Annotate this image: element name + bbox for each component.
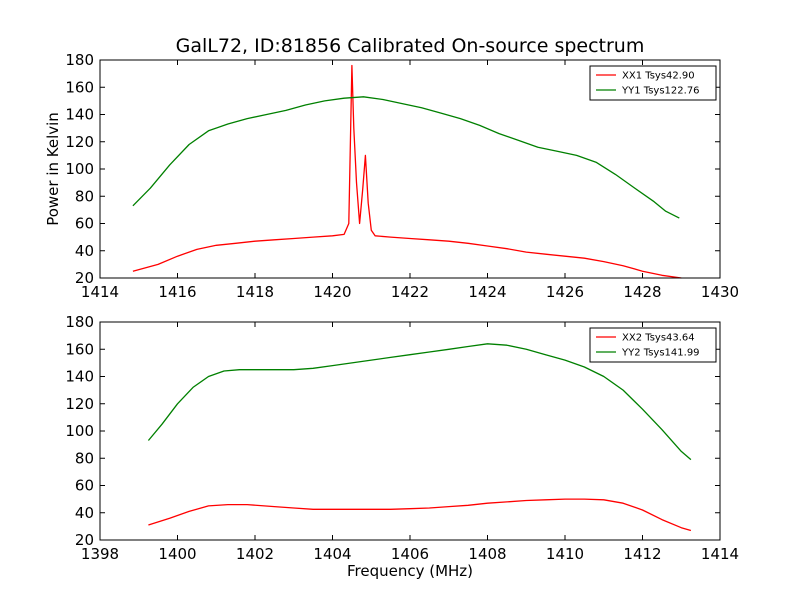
x-tick-label: 1414: [81, 283, 119, 301]
y-tick-label: 100: [65, 422, 94, 440]
x-tick-label: 1412: [623, 545, 661, 563]
y-axis-label: Power in Kelvin: [44, 112, 62, 226]
x-tick-label: 1424: [468, 283, 506, 301]
y-tick-label: 140: [65, 106, 94, 124]
y-tick-label: 180: [65, 51, 94, 69]
x-tick-label: 1404: [313, 545, 351, 563]
x-axis-label: Frequency (MHz): [347, 562, 473, 580]
y-tick-label: 120: [65, 395, 94, 413]
legend-label-1: XX1 Tsys42.90: [622, 71, 695, 82]
x-tick-label: 1428: [623, 283, 661, 301]
legend-box: [589, 327, 717, 363]
legend-label-2: YY2 Tsys141.99: [621, 348, 700, 359]
chart-title: GalL72, ID:81856 Calibrated On-source sp…: [176, 35, 645, 57]
x-tick-label: 1416: [158, 283, 196, 301]
series-line-1: [132, 64, 682, 279]
legend: XX1 Tsys42.90 YY1 Tsys122.76: [589, 65, 717, 101]
y-tick-label: 80: [75, 187, 94, 205]
y-tick-label: 40: [75, 242, 94, 260]
series-line-2: [147, 343, 692, 461]
y-tick-label: 60: [75, 477, 94, 495]
y-tick-label: 160: [65, 340, 94, 358]
x-tick-label: 1420: [313, 283, 351, 301]
y-tick-label: 60: [75, 215, 94, 233]
x-tick-label: 1418: [236, 283, 274, 301]
x-tick-label: 1398: [81, 545, 119, 563]
x-tick-label: 1414: [701, 545, 739, 563]
legend-box: [589, 65, 717, 101]
plot-bottom: 1398 1400 1402 1404 1406 1408 1410 1412 1414 20 40…: [65, 313, 739, 563]
y-tick-label: 160: [65, 78, 94, 96]
legend: XX2 Tsys43.64 YY2 Tsys141.99: [589, 327, 717, 363]
x-tick-label: 1426: [546, 283, 584, 301]
y-tick-label: 80: [75, 449, 94, 467]
y-tick-label: 40: [75, 504, 94, 522]
x-tick-label: 1400: [158, 545, 196, 563]
x-tick-label: 1422: [391, 283, 429, 301]
x-tick-label: 1430: [701, 283, 739, 301]
plot-top: 1414 1416 1418 1420 1422 1424 1426 1428 1430 20 40…: [65, 51, 739, 301]
series-line-2: [132, 96, 680, 219]
y-tick-label: 180: [65, 313, 94, 331]
y-tick-label: 20: [75, 269, 94, 287]
legend-label-1: XX2 Tsys43.64: [622, 333, 695, 344]
series-line-1: [148, 498, 692, 532]
y-tick-label: 140: [65, 368, 94, 386]
y-tick-label: 20: [75, 531, 94, 549]
x-tick-label: 1410: [546, 545, 584, 563]
y-tick-label: 100: [65, 160, 94, 178]
y-tick-label: 120: [65, 133, 94, 151]
legend-label-2: YY1 Tsys122.76: [621, 86, 700, 97]
x-tick-label: 1408: [468, 545, 506, 563]
x-tick-label: 1406: [391, 545, 429, 563]
x-tick-label: 1402: [236, 545, 274, 563]
